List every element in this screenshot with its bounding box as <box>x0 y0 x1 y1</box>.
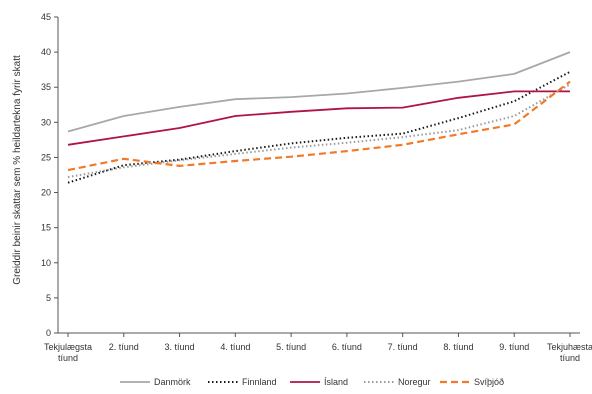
y-tick-label: 5 <box>46 293 51 303</box>
series-layer <box>67 51 571 184</box>
x-tick-label: 4. tíund <box>220 342 250 352</box>
y-tick-label: 35 <box>41 82 51 92</box>
x-tick-label: 8. tíund <box>443 342 473 352</box>
x-tick-label-line: 7. tíund <box>388 342 418 352</box>
x-tick-label: 6. tíund <box>332 342 362 352</box>
series-line-3 <box>67 83 571 179</box>
x-tick-label-line: 9. tíund <box>499 342 529 352</box>
y-axis-label: Greiddir beinir skattar sem % heildartek… <box>12 55 23 285</box>
x-tick-label-line: Tekjulægsta <box>44 342 92 352</box>
series-line-4 <box>67 80 571 172</box>
y-tick-label: 10 <box>41 258 51 268</box>
y-tick-label: 0 <box>46 328 51 338</box>
legend-label-3: Noregur <box>398 377 431 387</box>
x-tick-label-line: Tekjuhæsta <box>547 342 592 352</box>
x-tick-label: 2. tíund <box>109 342 139 352</box>
x-tick-label-line: 6. tíund <box>332 342 362 352</box>
x-tick-label-line: tíund <box>58 353 78 363</box>
x-tick-label-line: 4. tíund <box>220 342 250 352</box>
y-tick-label: 40 <box>41 47 51 57</box>
x-tick-label: 9. tíund <box>499 342 529 352</box>
legend-label-1: Finnland <box>242 377 277 387</box>
x-tick-label-line: 5. tíund <box>276 342 306 352</box>
series-line-2 <box>67 90 570 146</box>
y-tick-label: 15 <box>41 223 51 233</box>
x-tick-label-line: 3. tíund <box>165 342 195 352</box>
legend: Danmörk Finnland Ísland Noregur Svíþjóð <box>120 377 504 387</box>
y-tick-label: 25 <box>41 152 51 162</box>
y-tick-label: 30 <box>41 117 51 127</box>
x-tick-label: Tekjulægsta tíund <box>44 342 92 363</box>
y-axis: 0 5 10 15 20 25 30 35 40 45 <box>41 12 59 338</box>
x-tick-label-line: 8. tíund <box>443 342 473 352</box>
legend-label-0: Danmörk <box>154 377 191 387</box>
legend-label-4: Svíþjóð <box>474 377 504 387</box>
x-tick-label: 3. tíund <box>165 342 195 352</box>
x-tick-label: Tekjuhæsta tíund <box>547 342 592 363</box>
x-tick-label-line: tíund <box>560 353 580 363</box>
series-line-0 <box>67 51 571 133</box>
x-tick-label: 7. tíund <box>388 342 418 352</box>
y-tick-label: 20 <box>41 188 51 198</box>
x-tick-label: 5. tíund <box>276 342 306 352</box>
y-tick-label: 45 <box>41 12 51 22</box>
x-tick-label-line: 2. tíund <box>109 342 139 352</box>
legend-label-2: Ísland <box>324 377 348 387</box>
